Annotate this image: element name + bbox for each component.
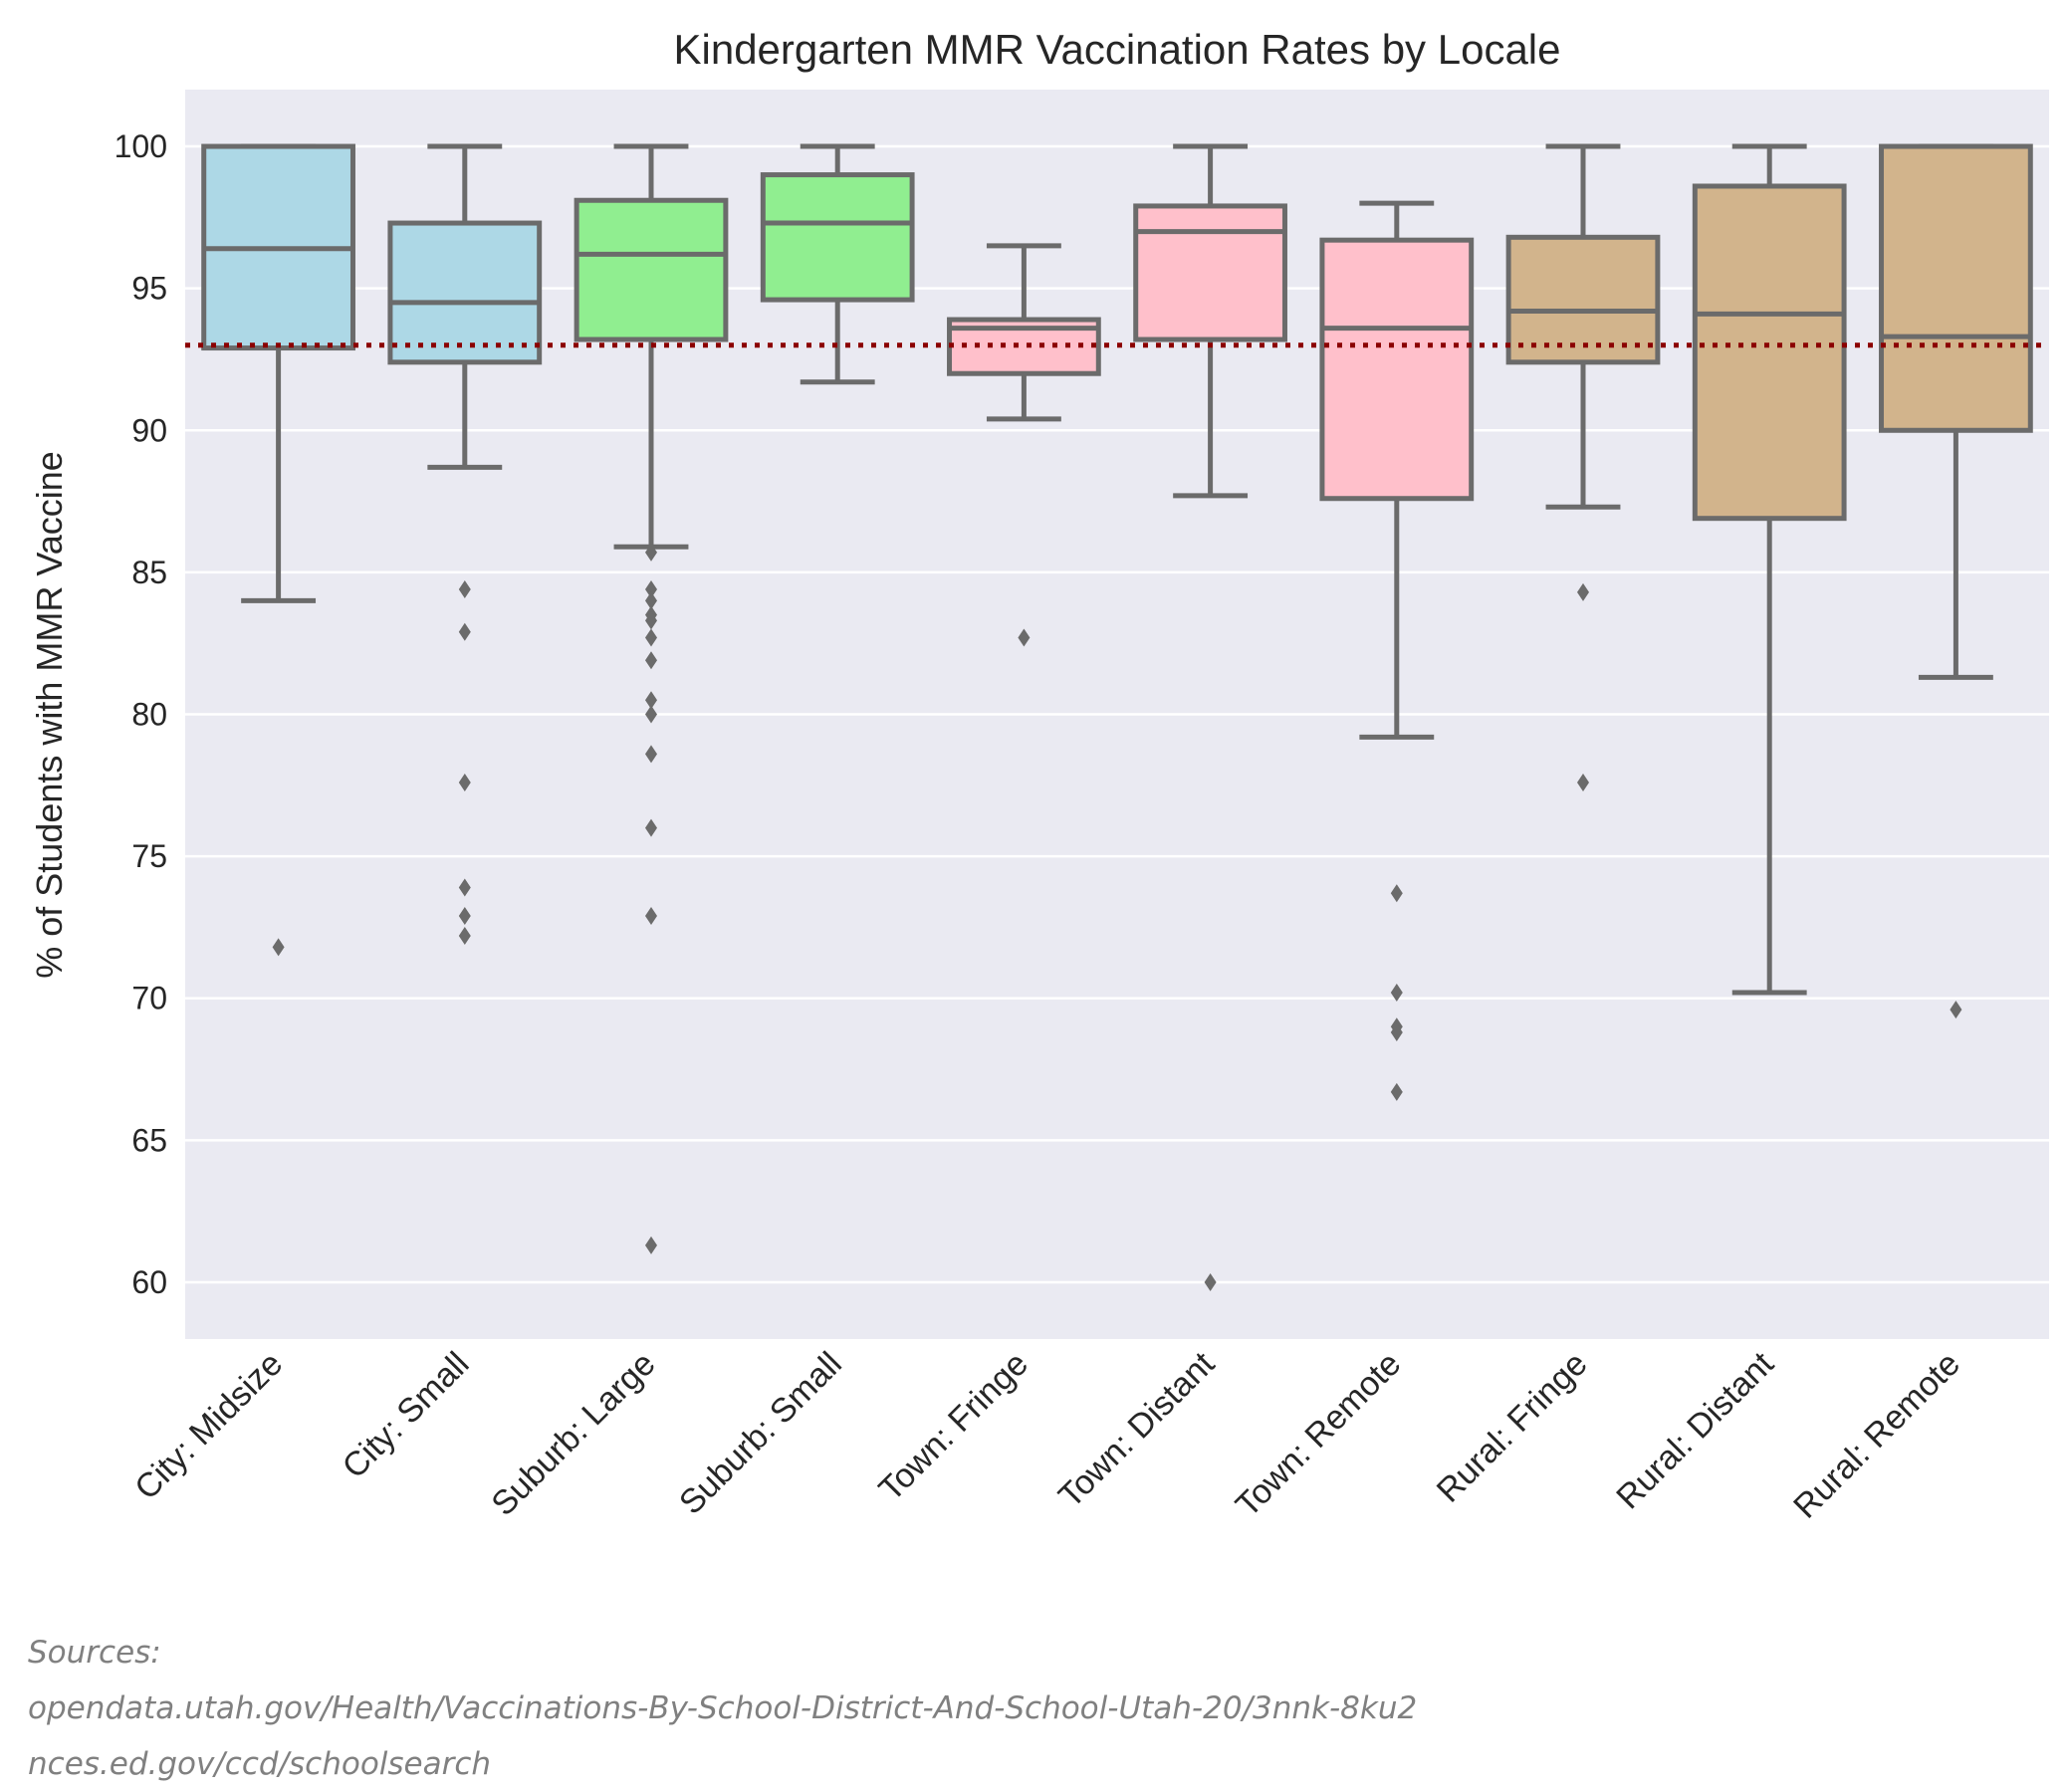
outlier-point	[645, 691, 657, 710]
outlier-point	[645, 651, 657, 670]
outlier-point	[645, 705, 657, 724]
outlier-point	[1577, 773, 1589, 791]
iqr-box	[1692, 183, 1847, 522]
x-tick-label: Rural: Distant	[1609, 1344, 1781, 1516]
x-tick-label: City: Midsize	[127, 1345, 290, 1507]
box-8	[1692, 143, 1847, 996]
x-tick-label: Suburb: Small	[672, 1345, 849, 1522]
outlier-point	[645, 591, 657, 610]
box-2	[574, 143, 729, 1254]
y-tick-label: 60	[131, 1264, 167, 1300]
box-5	[1133, 143, 1287, 1291]
iqr-box	[387, 220, 543, 365]
x-tick-label: Suburb: Large	[484, 1345, 662, 1523]
outlier-point	[645, 1235, 657, 1254]
sources-note: Sources: opendata.utah.gov/Health/Vaccin…	[28, 1625, 1417, 1792]
outlier-point	[645, 543, 657, 561]
outlier-point	[458, 580, 471, 598]
outlier-point	[272, 938, 285, 957]
y-tick-label: 65	[131, 1122, 167, 1158]
box-6	[1319, 200, 1475, 1101]
y-tick-label: 95	[131, 271, 167, 307]
source-link-utah[interactable]: opendata.utah.gov/Health/Vaccinations-By…	[28, 1690, 1418, 1726]
iqr-box	[574, 197, 729, 342]
y-tick-label: 80	[131, 697, 167, 733]
outlier-point	[458, 926, 471, 945]
outlier-point	[1390, 884, 1403, 903]
y-tick-label: 70	[131, 981, 167, 1016]
box-3	[760, 143, 915, 385]
outlier-point	[1577, 582, 1589, 601]
box-0	[201, 143, 355, 957]
box-7	[1505, 143, 1661, 791]
outlier-point	[1018, 628, 1031, 647]
outlier-point	[1390, 1022, 1403, 1041]
x-tick-labels: City: Midsize City: Small Suburb: Large Sub…	[127, 1344, 1967, 1525]
y-tick-labels: 60 65 70 75 80 85 90 95 100	[115, 128, 167, 1300]
iqr-box	[1319, 237, 1475, 502]
outlier-point	[645, 907, 657, 926]
source-link-nces[interactable]: nces.ed.gov/ccd/schoolsearch	[28, 1746, 492, 1782]
y-axis-label: % of Students with MMR Vaccine	[29, 451, 70, 979]
outlier-point	[645, 745, 657, 764]
x-tick-label: Rural: Fringe	[1430, 1345, 1595, 1510]
chart-title: Kindergarten MMR Vaccination Rates by Lo…	[673, 26, 1560, 73]
boxes-layer	[201, 143, 2033, 1291]
sources-heading: Sources:	[28, 1635, 161, 1671]
x-tick-label: Town: Distant	[1051, 1344, 1223, 1515]
x-tick-label: Town: Remote	[1229, 1345, 1409, 1525]
outlier-point	[1390, 984, 1403, 1003]
y-tick-label: 85	[131, 555, 167, 590]
y-tick-label: 90	[131, 412, 167, 448]
outlier-point	[458, 878, 471, 897]
outlier-point	[645, 611, 657, 630]
outlier-point	[1950, 1001, 1962, 1019]
outlier-point	[458, 773, 471, 791]
outlier-point	[645, 818, 657, 837]
iqr-box	[1133, 203, 1287, 342]
box-9	[1879, 143, 2033, 1019]
box-1	[387, 143, 543, 945]
iqr-box	[1505, 234, 1661, 365]
x-tick-label: Rural: Remote	[1786, 1345, 1967, 1526]
outlier-point	[645, 628, 657, 647]
y-tick-label: 100	[115, 128, 167, 164]
iqr-box	[1879, 143, 2033, 433]
outlier-point	[645, 580, 657, 598]
outlier-point	[1390, 1082, 1403, 1101]
x-tick-label: Town: Fringe	[872, 1345, 1036, 1509]
outlier-point	[458, 907, 471, 926]
outlier-point	[458, 622, 471, 641]
outlier-point	[1204, 1272, 1217, 1291]
iqr-box	[760, 172, 915, 303]
y-tick-label: 75	[131, 838, 167, 874]
x-tick-label: City: Small	[336, 1345, 477, 1486]
